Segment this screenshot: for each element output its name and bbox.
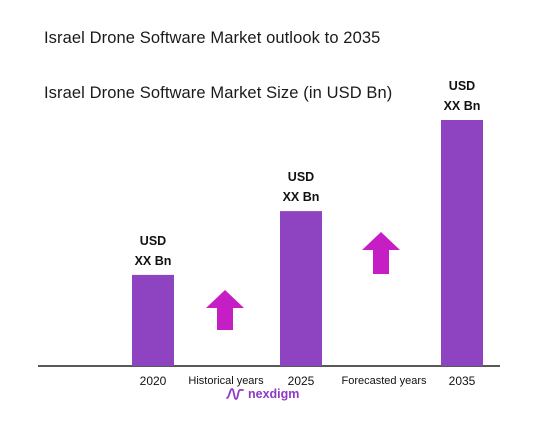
- bar-2020: [132, 274, 174, 366]
- period-label: Forecasted years: [342, 375, 427, 387]
- growth-arrow-icon: [362, 232, 400, 274]
- period-label: Historical years: [188, 375, 264, 387]
- chart-title: Israel Drone Software Market outlook to …: [44, 29, 381, 47]
- brand-logo: nexdigm: [226, 387, 299, 401]
- bar-value-label: XX Bn: [444, 99, 481, 113]
- x-tick-label: 2020: [140, 374, 167, 388]
- brand-wave-icon: [226, 388, 244, 400]
- chart-subtitle: Israel Drone Software Market Size (in US…: [44, 84, 393, 102]
- bar-2025: [280, 211, 322, 366]
- bar-value-label: USD: [288, 170, 314, 184]
- bar-value-label: XX Bn: [135, 254, 172, 268]
- bar-value-label: USD: [449, 79, 475, 93]
- bar-value-label: XX Bn: [283, 190, 320, 204]
- bar-value-label: USD: [140, 234, 166, 248]
- growth-arrow-icon: [206, 290, 244, 330]
- brand-name: nexdigm: [248, 387, 300, 401]
- x-tick-label: 2025: [288, 374, 315, 388]
- x-tick-label: 2035: [449, 374, 476, 388]
- bar-2035: [441, 120, 483, 366]
